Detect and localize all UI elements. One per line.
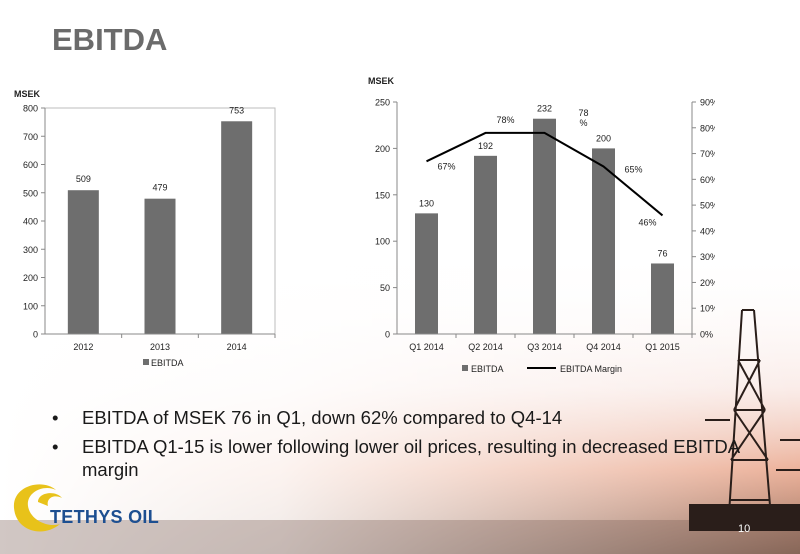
y-tick-label: 500 bbox=[23, 188, 38, 198]
margin-data-label: 46% bbox=[638, 217, 656, 227]
bar bbox=[221, 121, 253, 334]
y-axis-label: MSEK bbox=[14, 89, 41, 99]
logo-swirl-icon bbox=[13, 484, 62, 532]
page-number: 10 bbox=[738, 523, 751, 535]
legend-swatch-ebitda bbox=[462, 365, 468, 371]
x-tick-label: Q1 2014 bbox=[409, 342, 444, 352]
y-tick-label: 700 bbox=[23, 132, 38, 142]
annual-ebitda-chart: MSEK 509 479 753 0 100 200 300 400 500 600 700 800… bbox=[14, 89, 276, 368]
legend-swatch-ebitda bbox=[143, 359, 149, 365]
bar bbox=[67, 190, 99, 334]
page-title: EBITDA bbox=[52, 22, 168, 57]
y2-tick-label: 20% bbox=[700, 278, 715, 288]
quarterly-ebitda-chart: MSEK 130 192 232 200 76 0 50 100 150 200 250 0% 10… bbox=[368, 76, 715, 374]
ebitda-margin-line bbox=[426, 131, 664, 217]
x-tick-label: Q1 2015 bbox=[645, 342, 680, 352]
y2-tick-label: 60% bbox=[700, 175, 715, 185]
y-tick-label: 200 bbox=[375, 144, 390, 154]
y-tick-label: 250 bbox=[375, 98, 390, 108]
bar bbox=[415, 213, 438, 334]
bar bbox=[651, 263, 674, 334]
margin-data-label: 78% bbox=[578, 108, 588, 128]
y-tick-label: 0 bbox=[385, 330, 390, 340]
bar-data-label: 130 bbox=[419, 198, 434, 208]
x-tick-label: 2013 bbox=[150, 342, 170, 352]
x-tick-label: Q3 2014 bbox=[527, 342, 562, 352]
bar-data-label: 509 bbox=[76, 174, 91, 184]
y2-tick-label: 50% bbox=[700, 201, 715, 211]
y2-tick-label: 90% bbox=[700, 98, 715, 108]
y-tick-label: 800 bbox=[23, 104, 38, 114]
x-tick-label: 2012 bbox=[73, 342, 93, 352]
y2-tick-label: 40% bbox=[700, 226, 715, 236]
bullet-list: EBITDA of MSEK 76 in Q1, down 62% compar… bbox=[48, 406, 748, 487]
y2-tick-label: 70% bbox=[700, 149, 715, 159]
y-tick-label: 50 bbox=[380, 283, 390, 293]
legend: EBITDA EBITDA Margin bbox=[462, 364, 622, 374]
y-tick-label: 200 bbox=[23, 273, 38, 283]
margin-data-label: 78% bbox=[496, 115, 514, 125]
bar bbox=[592, 148, 615, 334]
x-tick-label: 2014 bbox=[227, 342, 247, 352]
bullet-item: EBITDA Q1-15 is lower following lower oi… bbox=[48, 435, 748, 481]
margin-data-label: 65% bbox=[624, 164, 642, 174]
x-tick-label: Q2 2014 bbox=[468, 342, 503, 352]
y-tick-label: 400 bbox=[23, 217, 38, 227]
y-tick-label: 300 bbox=[23, 245, 38, 255]
bar-data-label: 200 bbox=[596, 133, 611, 143]
logo-text: TETHYS OIL bbox=[50, 507, 160, 527]
y2-tick-label: 30% bbox=[700, 252, 715, 262]
bar-data-label: 232 bbox=[537, 104, 552, 114]
y-tick-label: 100 bbox=[375, 237, 390, 247]
bar-data-label: 479 bbox=[152, 183, 167, 193]
margin-data-label: 67% bbox=[437, 161, 455, 171]
x-tick-label: Q4 2014 bbox=[586, 342, 621, 352]
bullet-item: EBITDA of MSEK 76 in Q1, down 62% compar… bbox=[48, 406, 748, 429]
bar bbox=[144, 198, 176, 334]
y2-tick-label: 80% bbox=[700, 123, 715, 133]
y-axis-label: MSEK bbox=[368, 76, 395, 86]
y-tick-label: 600 bbox=[23, 160, 38, 170]
y2-tick-label: 10% bbox=[700, 304, 715, 314]
bar bbox=[533, 118, 556, 334]
y2-tick-label: 0% bbox=[700, 330, 713, 340]
y-tick-label: 0 bbox=[33, 330, 38, 340]
legend-label-ebitda: EBITDA bbox=[471, 364, 504, 374]
y-tick-label: 150 bbox=[375, 190, 390, 200]
legend-label-margin: EBITDA Margin bbox=[560, 364, 622, 374]
bar bbox=[474, 155, 497, 334]
bar-data-label: 192 bbox=[478, 141, 493, 151]
bar-data-label: 76 bbox=[657, 248, 667, 258]
legend: EBITDA bbox=[143, 358, 184, 368]
y-tick-label: 100 bbox=[23, 301, 38, 311]
bar-data-label: 753 bbox=[229, 105, 244, 115]
legend-label-ebitda: EBITDA bbox=[151, 358, 184, 368]
tethys-oil-logo: TETHYS OIL bbox=[8, 472, 188, 548]
